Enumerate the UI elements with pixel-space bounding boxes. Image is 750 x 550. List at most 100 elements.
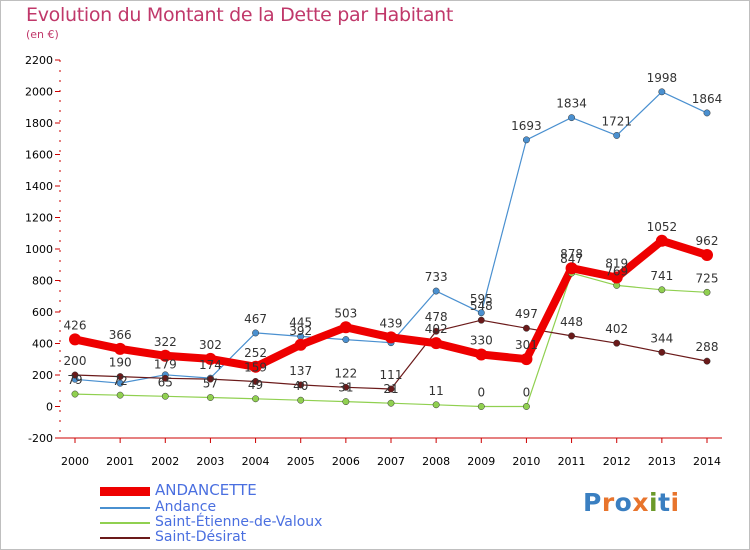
legend-label: ANDANCETTE: [155, 481, 257, 499]
data-label: 252: [244, 346, 267, 360]
data-label: 478: [425, 310, 448, 324]
data-labels: 426 366 322 302 252 392 503 439 402 330 301 878 819 1…: [64, 71, 723, 400]
data-point: [297, 396, 305, 404]
data-point: [294, 338, 307, 351]
data-point: [477, 316, 485, 324]
data-point: [385, 331, 397, 344]
data-label: 57: [203, 377, 218, 391]
data-point: [477, 309, 485, 317]
data-label: 962: [696, 234, 719, 248]
data-point: [658, 286, 666, 294]
chart-title: Evolution du Montant de la Dette par Hab…: [26, 4, 454, 26]
data-label: 1864: [692, 92, 723, 106]
x-tick-label: 2007: [377, 455, 405, 468]
x-tick-label: 2014: [693, 455, 721, 468]
x-tick-label: 2009: [467, 455, 495, 468]
legend-swatch: [100, 522, 150, 524]
x-tick-label: 2000: [61, 455, 89, 468]
data-point: [701, 248, 713, 261]
y-tick-label: -200: [28, 432, 53, 445]
data-label: 847: [560, 252, 583, 266]
data-point: [71, 390, 79, 398]
data-point: [206, 394, 214, 401]
data-label: 190: [109, 356, 132, 370]
data-point: [568, 114, 576, 122]
data-label: 878: [560, 247, 583, 261]
y-tick-label: 200: [32, 369, 53, 382]
y-tick-label: 0: [46, 401, 53, 414]
x-tick-label: 2008: [422, 455, 450, 468]
logo-letter: r: [601, 488, 615, 517]
data-label: 1693: [511, 119, 542, 133]
data-point: [703, 288, 711, 296]
x-tick-label: 2001: [106, 455, 134, 468]
data-label: 21: [383, 382, 398, 396]
data-point: [610, 271, 623, 284]
data-point: [116, 373, 124, 381]
proxiti-logo: Proxiti: [583, 488, 680, 517]
axes: -200020040060080010001200140016001800200…: [25, 54, 722, 468]
y-tick-label: 1200: [25, 212, 53, 225]
x-tick-label: 2004: [242, 455, 270, 468]
data-label: 769: [605, 264, 628, 278]
data-point: [161, 374, 169, 382]
data-point: [206, 375, 214, 383]
data-point: [703, 109, 711, 117]
data-label: 0: [523, 386, 531, 400]
data-point: [387, 385, 395, 393]
y-tick-label: 1800: [25, 117, 53, 130]
logo-letter: x: [632, 488, 649, 517]
data-label: 40: [293, 379, 308, 393]
data-point: [658, 88, 666, 96]
data-label: 1834: [556, 97, 587, 111]
data-point: [342, 398, 350, 406]
data-point: [430, 337, 443, 350]
data-label: 366: [109, 328, 132, 342]
y-tick-label: 400: [32, 338, 53, 351]
data-point: [520, 353, 533, 366]
data-point: [249, 360, 262, 373]
data-label: 322: [154, 335, 177, 349]
data-label: 200: [64, 354, 87, 368]
data-label: 392: [289, 324, 312, 338]
x-tick-label: 2011: [558, 455, 586, 468]
legend-label: Andance: [155, 499, 217, 515]
chart-subtitle: (en €): [26, 28, 59, 41]
data-label: 725: [696, 271, 719, 285]
logo-letter: i: [670, 488, 680, 517]
data-point: [655, 234, 668, 247]
data-point: [161, 392, 169, 400]
data-point: [252, 378, 260, 385]
data-point: [252, 395, 260, 403]
x-tick-label: 2006: [332, 455, 360, 468]
x-tick-label: 2002: [151, 455, 179, 468]
data-point: [116, 391, 124, 399]
data-label: 445: [289, 315, 312, 329]
data-point: [204, 352, 217, 365]
data-point: [522, 324, 530, 332]
legend-label: Saint-Étienne-de-Valoux: [155, 514, 323, 530]
data-label: 0: [477, 386, 485, 400]
data-label: 503: [334, 306, 357, 320]
data-label: 402: [425, 322, 448, 336]
legend-swatch: [100, 507, 150, 509]
data-label: 49: [248, 378, 263, 392]
data-point: [339, 321, 352, 334]
data-label: 301: [515, 338, 538, 352]
data-label: 426: [64, 318, 87, 332]
x-tick-label: 2013: [648, 455, 676, 468]
series-points: [69, 88, 713, 410]
data-label: 733: [425, 270, 448, 284]
data-point: [69, 333, 81, 346]
data-label: 448: [560, 315, 583, 329]
data-label: 111: [380, 368, 403, 382]
data-point: [114, 342, 127, 355]
data-point: [658, 348, 666, 356]
data-label: 741: [650, 269, 673, 283]
data-label: 11: [429, 384, 444, 398]
x-tick-label: 2005: [287, 455, 315, 468]
data-label: 344: [650, 331, 673, 345]
data-label: 330: [470, 334, 493, 348]
data-point: [387, 399, 395, 407]
